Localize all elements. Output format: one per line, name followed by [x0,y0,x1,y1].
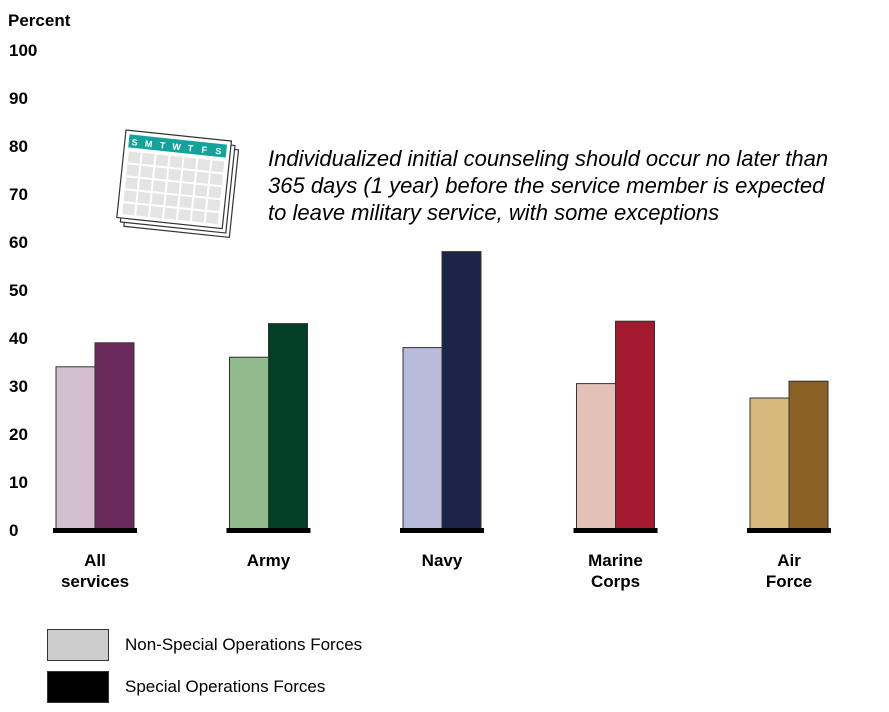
calendar-cell [195,171,209,184]
calendar-cell [197,158,211,171]
baseline [573,528,658,533]
calendar-cell [165,194,179,207]
calendar-cell [122,203,136,216]
annotation-line: Individualized initial counseling should… [268,146,828,171]
calendar-cell [136,204,150,217]
y-tick-label: 80 [9,137,28,156]
legend-swatch-non-sof [47,629,109,661]
bar-non-sof [55,366,96,531]
calendar-cell [179,196,193,209]
calendar-cell [166,181,180,194]
calendar-cell [150,206,164,219]
calendar-cell [168,168,182,181]
calendar-cell [183,157,197,170]
calendar-cell [141,152,155,166]
annotation-text: Individualized initial counseling should… [268,146,828,225]
calendar-cell [163,207,178,220]
calendar-cell [155,154,169,167]
x-axis-labels: All services Army Navy Marine Corps Air Force [61,551,812,591]
bar-sof [268,323,308,531]
baseline [747,528,831,533]
calendar-cell [152,180,166,193]
calendar-cell [126,164,140,177]
calendar-cell [207,198,221,212]
calendar-cell [181,170,196,183]
calendar-day-letter: T [187,143,194,154]
calendar-cell [177,208,191,222]
calendar-cell [205,211,219,225]
calendar-cell [191,210,205,223]
calendar-cell [211,160,225,173]
bar-sof [788,380,829,531]
legend-swatch-sof [47,671,109,703]
legend: Non-Special Operations Forces Special Op… [47,628,362,712]
y-tick-label: 100 [9,41,37,60]
baseline [226,528,311,533]
y-tick-label: 40 [9,329,28,348]
y-tick-label: 20 [9,425,28,444]
calendar-cell [140,165,154,178]
calendar-cell [169,155,183,168]
calendar-cell [151,193,165,206]
legend-label-sof: Special Operations Forces [125,677,326,696]
calendar-day-letter: T [159,140,166,151]
annotation-line: to leave military service, with some exc… [268,200,719,225]
y-tick-label: 30 [9,377,28,396]
y-axis-ticks: 0 10 20 30 40 50 60 70 80 90 100 [9,41,37,540]
bar-non-sof [402,347,443,531]
y-tick-label: 10 [9,473,28,492]
x-category-label: Corps [591,572,640,591]
baseline [53,528,137,533]
calendar-cell [208,186,222,199]
calendar-cell [137,191,151,204]
annotation-line: 365 days (1 year) before the service mem… [268,173,825,198]
bar-sof [615,320,655,531]
bar-non-sof [229,356,269,531]
y-tick-label: 90 [9,89,28,108]
baseline [400,528,484,533]
legend-label-non-sof: Non-Special Operations Forces [125,635,363,654]
calendar-cell [138,178,152,191]
x-category-label: Navy [422,551,463,570]
calendar-cell [209,173,223,186]
x-category-label: Army [247,551,291,570]
bar-chart: Percent 0 10 20 30 40 50 60 70 80 90 100 All servic… [8,11,831,591]
calendar-day-letter: S [215,146,222,157]
calendar-cell [123,190,137,203]
calendar-day-letter: M [144,139,153,150]
calendar-cell [193,197,207,210]
x-category-label: services [61,572,129,591]
calendar-cell [194,184,208,197]
y-tick-label: 0 [9,521,18,540]
y-tick-label: 70 [9,185,28,204]
bar-non-sof [749,397,790,531]
legend-item-non-sof: Non-Special Operations Forces [47,628,362,662]
bar-non-sof [576,383,616,531]
calendar-cell [127,151,141,164]
y-tick-label: 60 [9,233,28,252]
x-category-label: Air [777,551,801,570]
bars [55,251,829,531]
baselines [53,528,831,533]
calendar-day-letter: W [172,141,182,152]
x-category-label: All [84,551,106,570]
bar-sof [94,342,135,531]
bar-sof [441,251,482,531]
y-axis-title: Percent [8,11,71,30]
y-tick-label: 50 [9,281,28,300]
calendar-cell [124,177,138,190]
calendar-day-letter: S [131,137,138,148]
x-category-label: Force [766,572,812,591]
legend-item-sof: Special Operations Forces [47,670,362,704]
calendar-cell [154,167,168,180]
calendar-day-letter: F [201,145,208,156]
x-category-label: Marine [588,551,643,570]
calendar-cell [180,183,194,196]
